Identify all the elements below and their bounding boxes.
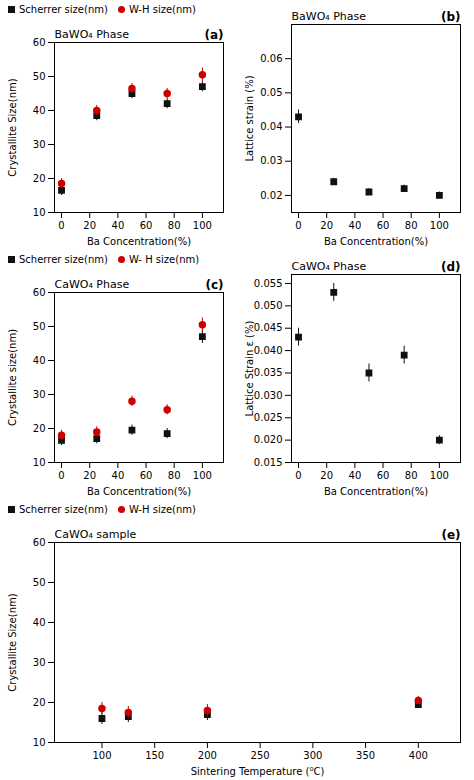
svg-text:0.035: 0.035: [254, 367, 283, 378]
html-text:W- H size(nm): W- H size(nm): [128, 253, 200, 265]
svg-text:10: 10: [33, 457, 46, 468]
svg-text:20: 20: [83, 220, 96, 231]
svg-text:50: 50: [33, 71, 46, 82]
html-text:Scherrer size(nm): Scherrer size(nm): [19, 503, 108, 515]
svg-text:(c): (c): [205, 278, 223, 292]
svg-text:0: 0: [58, 220, 64, 231]
svg-text:Crystallite size(nm): Crystallite size(nm): [7, 329, 18, 426]
svg-text:Ba Concentration(%): Ba Concentration(%): [87, 236, 191, 247]
svg-text:40: 40: [33, 617, 46, 628]
html-text:W-H size(nm): W-H size(nm): [128, 3, 196, 15]
svg-text:Ba Concentration(%): Ba Concentration(%): [87, 486, 191, 497]
svg-text:20: 20: [320, 470, 333, 481]
svg-text:60: 60: [33, 537, 46, 548]
svg-text:40: 40: [33, 355, 46, 366]
svg-text:0.040: 0.040: [254, 345, 283, 356]
svg-text:60: 60: [140, 470, 153, 481]
svg-text:10: 10: [33, 207, 46, 218]
svg-text:BaWO₄ Phase: BaWO₄ Phase: [292, 10, 367, 23]
svg-text:0.050: 0.050: [254, 300, 283, 311]
svg-text:100: 100: [193, 470, 212, 481]
html-text:Scherrer size(nm): Scherrer size(nm): [19, 253, 108, 265]
svg-text:60: 60: [33, 287, 46, 298]
svg-text:50: 50: [33, 321, 46, 332]
svg-text:Sintering Temperature (⁰C): Sintering Temperature (⁰C): [191, 766, 325, 777]
svg-text:250: 250: [251, 750, 270, 761]
svg-text:30: 30: [33, 139, 46, 150]
svg-text:50: 50: [33, 577, 46, 588]
svg-text:0: 0: [58, 470, 64, 481]
svg-text:400: 400: [409, 750, 428, 761]
svg-text:300: 300: [303, 750, 322, 761]
svg-text:0.06: 0.06: [260, 53, 282, 64]
svg-text:40: 40: [349, 220, 362, 231]
html-text:Scherrer size(nm): Scherrer size(nm): [19, 3, 108, 15]
svg-text:60: 60: [377, 470, 390, 481]
svg-text:(b): (b): [441, 10, 461, 24]
svg-text:80: 80: [405, 220, 418, 231]
html-text:W-H size(nm): W-H size(nm): [128, 503, 196, 515]
svg-text:20: 20: [33, 423, 46, 434]
svg-text:0.05: 0.05: [260, 87, 282, 98]
svg-text:0.015: 0.015: [254, 457, 283, 468]
svg-text:0.020: 0.020: [254, 434, 283, 445]
svg-text:0: 0: [295, 470, 301, 481]
svg-text:20: 20: [320, 220, 333, 231]
svg-text:40: 40: [33, 105, 46, 116]
svg-text:(d): (d): [441, 260, 461, 274]
svg-text:30: 30: [33, 657, 46, 668]
svg-text:Crystallite Size(nm): Crystallite Size(nm): [7, 593, 18, 691]
svg-text:Ba Concentration(%): Ba Concentration(%): [324, 236, 428, 247]
svg-text:100: 100: [430, 470, 449, 481]
svg-text:150: 150: [145, 750, 164, 761]
svg-text:CaWO₄ sample: CaWO₄ sample: [55, 528, 137, 541]
svg-text:60: 60: [33, 37, 46, 48]
svg-text:0.030: 0.030: [254, 390, 283, 401]
svg-text:CaWO₄ Phase: CaWO₄ Phase: [292, 260, 367, 273]
svg-text:80: 80: [168, 220, 181, 231]
svg-text:0.02: 0.02: [260, 190, 282, 201]
svg-text:350: 350: [356, 750, 375, 761]
svg-text:Lattice Strain ε (%): Lattice Strain ε (%): [244, 320, 255, 416]
svg-text:10: 10: [33, 737, 46, 748]
svg-text:20: 20: [83, 470, 96, 481]
svg-text:80: 80: [405, 470, 418, 481]
svg-text:60: 60: [377, 220, 390, 231]
svg-text:(a): (a): [204, 28, 223, 42]
svg-text:BaWO₄ Phase: BaWO₄ Phase: [55, 28, 130, 41]
svg-text:40: 40: [112, 220, 125, 231]
svg-text:0.055: 0.055: [254, 278, 283, 289]
svg-text:100: 100: [92, 750, 111, 761]
svg-text:CaWO₄ Phase: CaWO₄ Phase: [55, 278, 130, 291]
svg-text:200: 200: [198, 750, 217, 761]
svg-text:0.025: 0.025: [254, 412, 283, 423]
svg-text:0.04: 0.04: [260, 121, 282, 132]
svg-text:40: 40: [349, 470, 362, 481]
svg-text:Ba Concentration(%): Ba Concentration(%): [324, 486, 428, 497]
svg-text:(e): (e): [441, 528, 460, 542]
svg-text:40: 40: [112, 470, 125, 481]
svg-text:0.045: 0.045: [254, 322, 283, 333]
svg-text:80: 80: [168, 470, 181, 481]
svg-text:100: 100: [430, 220, 449, 231]
svg-text:30: 30: [33, 389, 46, 400]
svg-text:Crystallite Size(nm): Crystallite Size(nm): [7, 78, 18, 176]
svg-text:20: 20: [33, 697, 46, 708]
svg-text:60: 60: [140, 220, 153, 231]
svg-text:100: 100: [193, 220, 212, 231]
svg-text:Lattice strain (%): Lattice strain (%): [244, 75, 255, 161]
svg-text:0: 0: [295, 220, 301, 231]
svg-text:0.03: 0.03: [260, 155, 282, 166]
svg-text:20: 20: [33, 173, 46, 184]
